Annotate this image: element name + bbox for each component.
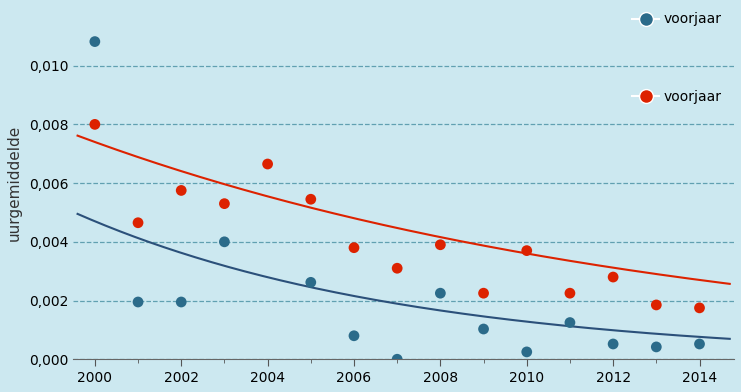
Point <box>305 196 316 202</box>
Point <box>132 299 144 305</box>
Point <box>607 274 619 280</box>
Point <box>564 319 576 326</box>
Point <box>521 349 533 355</box>
Point <box>348 245 360 251</box>
Point <box>262 161 273 167</box>
Point <box>132 220 144 226</box>
Point <box>391 356 403 362</box>
Y-axis label: uurgemiddelde: uurgemiddelde <box>7 125 22 241</box>
Point <box>521 247 533 254</box>
Point <box>694 305 705 311</box>
Point <box>651 344 662 350</box>
Point <box>434 290 446 296</box>
Point <box>219 239 230 245</box>
Point <box>176 299 187 305</box>
Point <box>478 290 490 296</box>
Point <box>434 241 446 248</box>
Point <box>89 38 101 45</box>
Point <box>348 333 360 339</box>
Point <box>391 265 403 271</box>
Point <box>651 302 662 308</box>
Point <box>305 279 316 285</box>
Point <box>694 341 705 347</box>
Legend: voorjaar: voorjaar <box>626 84 727 109</box>
Point <box>564 290 576 296</box>
Point <box>607 341 619 347</box>
Point <box>176 187 187 194</box>
Point <box>89 121 101 127</box>
Point <box>478 326 490 332</box>
Point <box>219 201 230 207</box>
